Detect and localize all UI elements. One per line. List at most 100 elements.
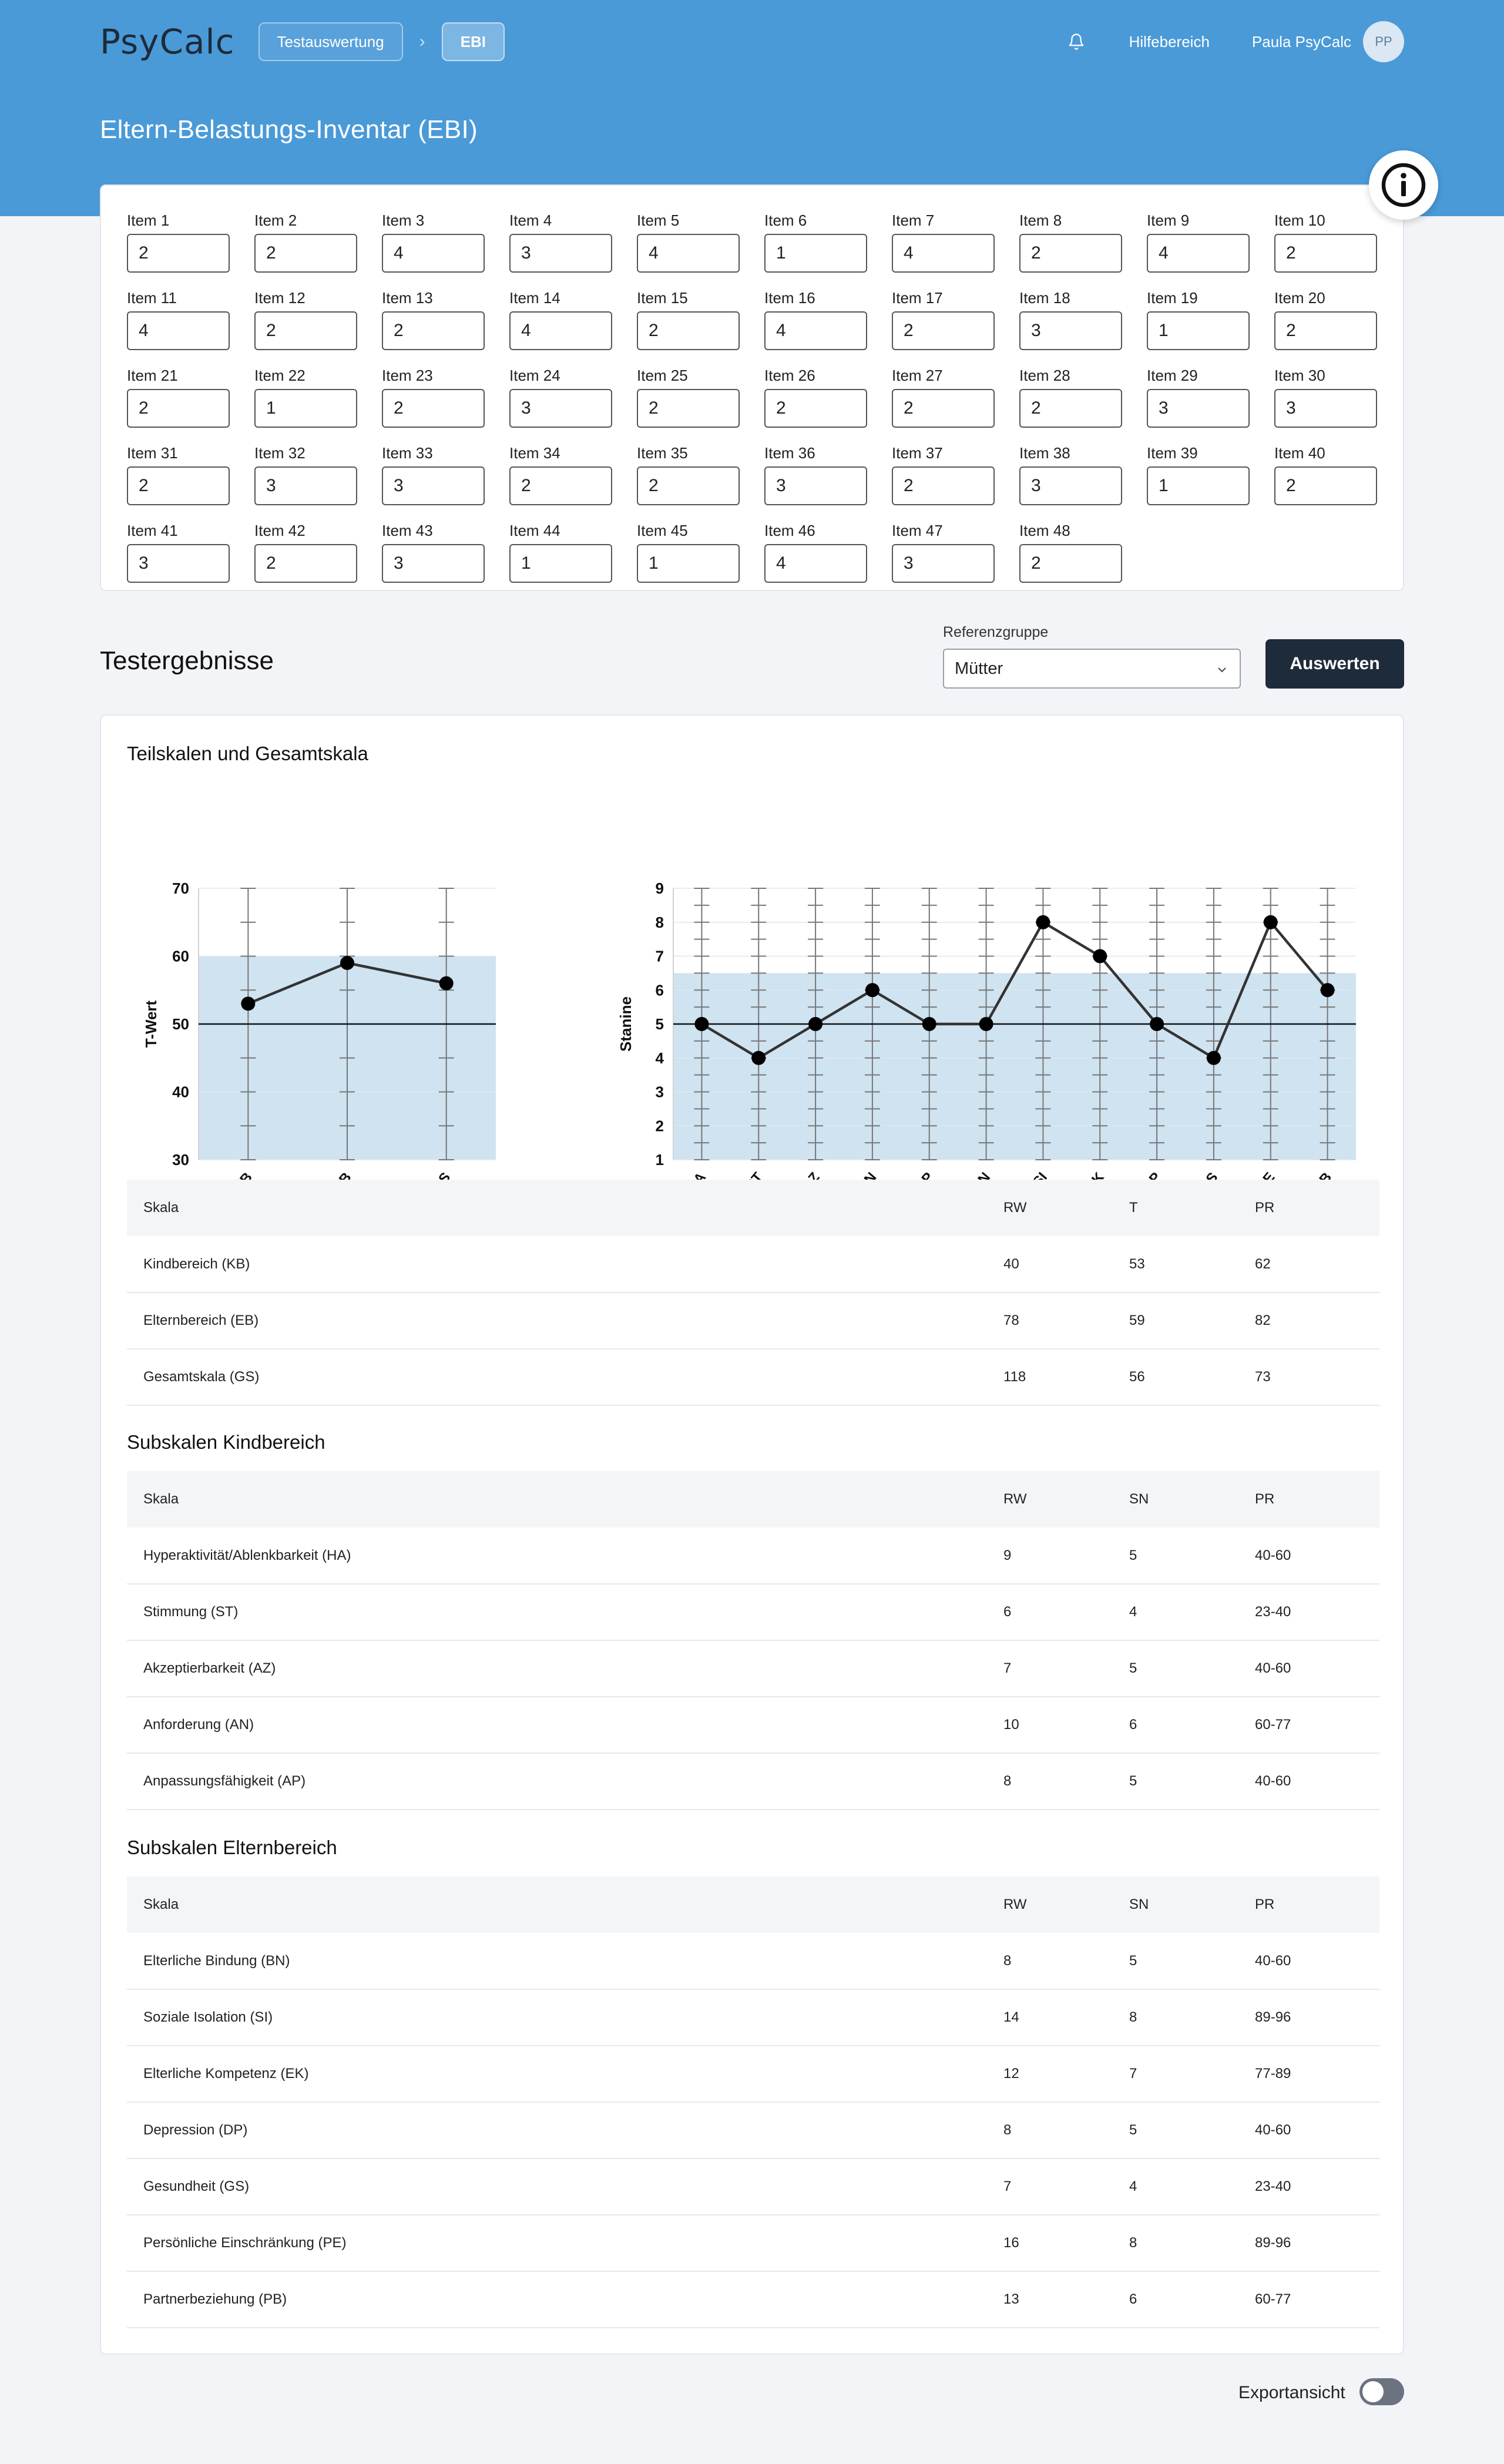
item-input[interactable] — [1274, 234, 1377, 273]
column-header: PR — [1255, 1180, 1379, 1236]
item-label: Item 43 — [382, 522, 433, 539]
item-input[interactable] — [637, 234, 740, 273]
item-input[interactable] — [1274, 466, 1377, 505]
item-input[interactable] — [127, 234, 230, 273]
item-input[interactable] — [127, 544, 230, 583]
data-point — [241, 996, 256, 1011]
x-tick-label: SI — [1030, 1170, 1050, 1180]
item-input[interactable] — [1147, 234, 1250, 273]
page-title: Eltern-Belastungs-Inventar (EBI) — [100, 115, 478, 144]
table-cell: 6 — [1129, 1697, 1255, 1754]
item-input[interactable] — [892, 389, 995, 428]
item-input[interactable] — [1147, 389, 1250, 428]
reference-group-select[interactable]: Mütter — [943, 649, 1241, 689]
item-input[interactable] — [382, 466, 485, 505]
item-input[interactable] — [127, 389, 230, 428]
item-input[interactable] — [764, 544, 867, 583]
table-cell: 8 — [1003, 2102, 1129, 2159]
info-button[interactable] — [1369, 150, 1438, 220]
item-label: Item 40 — [1274, 444, 1325, 462]
table-cell: 23-40 — [1255, 2158, 1379, 2215]
item-label: Item 41 — [127, 522, 178, 539]
table-cell: 56 — [1129, 1349, 1255, 1406]
y-tick-label: 5 — [656, 1015, 664, 1033]
avatar[interactable]: PP — [1363, 21, 1404, 62]
item-input[interactable] — [764, 466, 867, 505]
series-line — [701, 919, 1329, 1060]
item-input[interactable] — [509, 389, 612, 428]
item-input[interactable] — [764, 311, 867, 350]
item-input[interactable] — [1019, 234, 1122, 273]
item-input[interactable] — [1019, 466, 1122, 505]
header-banner — [0, 0, 1504, 216]
table-cell: 40-60 — [1255, 1528, 1379, 1585]
table-cell: 82 — [1255, 1293, 1379, 1350]
parent-subscales-title: Subskalen Elternbereich — [127, 1837, 337, 1858]
table-cell: Soziale Isolation (SI) — [127, 1989, 1003, 2046]
table-cell: 89-96 — [1255, 1989, 1379, 2046]
item-input[interactable] — [254, 311, 357, 350]
item-input[interactable] — [382, 311, 485, 350]
item-input[interactable] — [127, 466, 230, 505]
item-cell: Item 43 — [382, 522, 485, 583]
item-label: Item 2 — [254, 212, 297, 229]
item-input[interactable] — [127, 311, 230, 350]
item-input[interactable] — [1147, 311, 1250, 350]
item-cell: Item 37 — [892, 444, 995, 505]
item-input[interactable] — [892, 466, 995, 505]
item-input[interactable] — [254, 389, 357, 428]
breadcrumb-ebi[interactable]: EBI — [441, 22, 505, 61]
breadcrumb-testauswertung[interactable]: Testauswertung — [258, 22, 403, 61]
bell-icon[interactable] — [1065, 30, 1088, 53]
item-input[interactable] — [509, 234, 612, 273]
table-cell: Stimmung (ST) — [127, 1584, 1003, 1641]
table-cell: Depression (DP) — [127, 2102, 1003, 2159]
item-input[interactable] — [637, 544, 740, 583]
item-cell: Item 3 — [382, 212, 485, 273]
table-header-row: Skala RW SN PR — [127, 1876, 1379, 1933]
item-label: Item 47 — [892, 522, 943, 539]
item-input[interactable] — [382, 544, 485, 583]
item-input[interactable] — [1274, 389, 1377, 428]
table-cell: Anforderung (AN) — [127, 1697, 1003, 1754]
help-link[interactable]: Hilfebereich — [1129, 32, 1210, 51]
item-input[interactable] — [1274, 311, 1377, 350]
item-input[interactable] — [764, 389, 867, 428]
item-label: Item 35 — [637, 444, 688, 462]
item-input[interactable] — [254, 234, 357, 273]
item-input[interactable] — [637, 389, 740, 428]
table-cell: Elterliche Kompetenz (EK) — [127, 2046, 1003, 2103]
evaluate-button[interactable]: Auswerten — [1265, 639, 1404, 689]
item-input[interactable] — [1019, 544, 1122, 583]
item-input[interactable] — [1147, 466, 1250, 505]
item-input[interactable] — [509, 466, 612, 505]
data-point — [340, 956, 354, 971]
table-cell: 78 — [1003, 1293, 1129, 1350]
t-score-chart: 30 40 50 60 70 T-Wert KB EB GS — [142, 879, 496, 1180]
item-input[interactable] — [1019, 311, 1122, 350]
logo[interactable]: PsyCalc — [100, 22, 235, 62]
item-input[interactable] — [892, 544, 995, 583]
item-input[interactable] — [382, 389, 485, 428]
x-tick-label: PB — [1310, 1170, 1335, 1180]
item-input[interactable] — [382, 234, 485, 273]
item-input[interactable] — [254, 466, 357, 505]
item-input[interactable] — [637, 311, 740, 350]
item-input[interactable] — [637, 466, 740, 505]
item-input[interactable] — [892, 311, 995, 350]
reference-group-value: Mütter — [955, 659, 1003, 678]
x-tick-label: AZ — [798, 1170, 822, 1180]
export-view-toggle[interactable] — [1359, 2378, 1404, 2405]
item-label: Item 32 — [254, 444, 306, 462]
item-label: Item 42 — [254, 522, 306, 539]
item-input[interactable] — [509, 544, 612, 583]
item-input[interactable] — [1019, 389, 1122, 428]
item-input[interactable] — [764, 234, 867, 273]
item-input[interactable] — [254, 544, 357, 583]
item-input[interactable] — [509, 311, 612, 350]
item-label: Item 11 — [127, 289, 177, 307]
user-name[interactable]: Paula PsyCalc — [1251, 32, 1351, 51]
item-input[interactable] — [892, 234, 995, 273]
table-cell: 4 — [1129, 1584, 1255, 1641]
table-cell: 77-89 — [1255, 2046, 1379, 2103]
